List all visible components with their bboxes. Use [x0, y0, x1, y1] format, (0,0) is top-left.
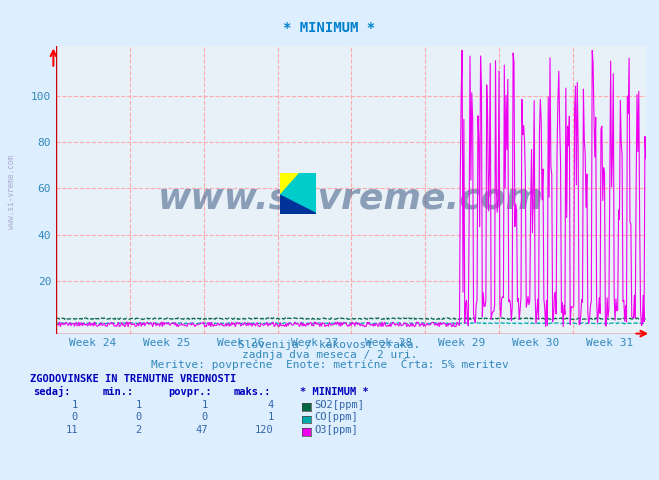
Text: CO[ppm]: CO[ppm]	[314, 412, 358, 422]
Polygon shape	[280, 195, 316, 214]
Polygon shape	[280, 173, 316, 214]
Text: maks.:: maks.:	[234, 387, 272, 397]
Text: 0: 0	[202, 412, 208, 422]
Text: 1: 1	[136, 400, 142, 410]
Text: Meritve: povprečne  Enote: metrične  Črta: 5% meritev: Meritve: povprečne Enote: metrične Črta:…	[151, 358, 508, 370]
Text: * MINIMUM *: * MINIMUM *	[283, 21, 376, 35]
Polygon shape	[280, 173, 300, 195]
Text: zadnja dva meseca / 2 uri.: zadnja dva meseca / 2 uri.	[242, 349, 417, 360]
Text: Slovenija / kakovost zraka.: Slovenija / kakovost zraka.	[239, 339, 420, 349]
Text: 1: 1	[202, 400, 208, 410]
Text: 0: 0	[136, 412, 142, 422]
Text: 1: 1	[268, 412, 273, 422]
Text: sedaj:: sedaj:	[33, 386, 71, 397]
Text: 1: 1	[72, 400, 78, 410]
Text: 11: 11	[65, 425, 78, 435]
Text: SO2[ppm]: SO2[ppm]	[314, 400, 364, 410]
Text: 120: 120	[255, 425, 273, 435]
Text: 2: 2	[136, 425, 142, 435]
Text: 4: 4	[268, 400, 273, 410]
Text: 0: 0	[72, 412, 78, 422]
Text: O3[ppm]: O3[ppm]	[314, 425, 358, 435]
Text: povpr.:: povpr.:	[168, 387, 212, 397]
Text: * MINIMUM *: * MINIMUM *	[300, 387, 368, 397]
Text: min.:: min.:	[102, 387, 133, 397]
Text: 47: 47	[195, 425, 208, 435]
Text: www.si-vreme.com: www.si-vreme.com	[7, 155, 16, 229]
Text: ZGODOVINSKE IN TRENUTNE VREDNOSTI: ZGODOVINSKE IN TRENUTNE VREDNOSTI	[30, 373, 236, 384]
Text: www.si-vreme.com: www.si-vreme.com	[158, 181, 544, 215]
